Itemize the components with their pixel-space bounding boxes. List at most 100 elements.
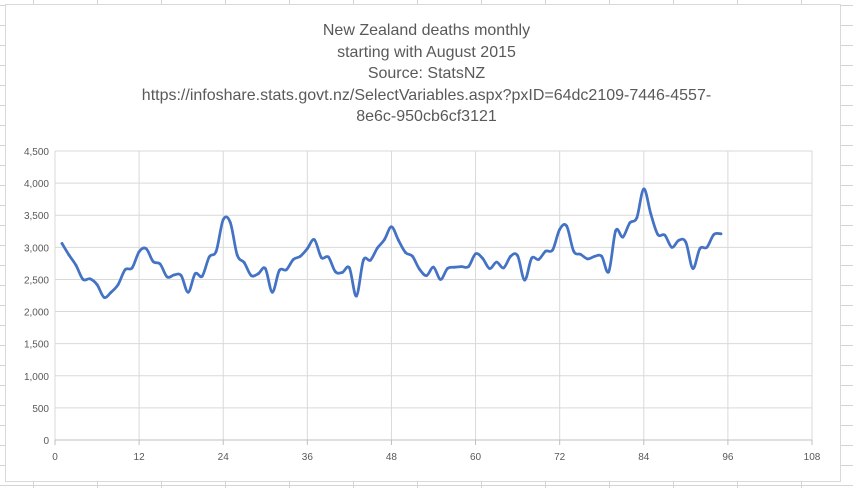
data-point (207, 255, 211, 259)
data-point (446, 267, 449, 270)
data-point (558, 228, 562, 231)
data-point (509, 254, 512, 258)
data-point (221, 218, 225, 222)
data-point (320, 256, 323, 259)
data-point (677, 238, 681, 242)
data-point (698, 247, 702, 251)
y-tick-label: 4,500 (24, 147, 49, 158)
x-tick-label: 24 (218, 452, 230, 463)
data-point (263, 267, 267, 270)
data-point (249, 274, 253, 277)
x-tick-label: 72 (554, 452, 566, 463)
data-point (123, 268, 127, 272)
data-point (291, 258, 295, 261)
x-tick-label: 96 (722, 452, 734, 463)
data-point (593, 254, 597, 258)
data-point (256, 272, 260, 276)
data-point (130, 266, 134, 270)
y-tick-label: 3,000 (24, 243, 49, 254)
data-point (474, 252, 477, 256)
data-point (355, 294, 358, 298)
data-point (439, 278, 442, 281)
data-point (432, 265, 435, 269)
data-point (516, 254, 519, 258)
y-tick-label: 4,000 (24, 179, 49, 190)
data-point (242, 261, 246, 265)
data-point (200, 274, 204, 278)
data-point (488, 267, 491, 270)
data-point (586, 257, 590, 261)
data-point (523, 278, 526, 282)
y-tick-label: 2,000 (24, 308, 49, 319)
data-point (277, 269, 281, 272)
data-point (684, 240, 688, 244)
data-point (544, 249, 547, 253)
chart-source-url-line-2: 8e6c-950cb6cf3121 (356, 108, 497, 125)
y-tick-label: 500 (32, 404, 49, 415)
data-point (495, 260, 498, 264)
data-point (60, 242, 64, 245)
data-point (270, 290, 274, 294)
data-point (663, 233, 667, 237)
chart-source-url-line: https://infoshare.stats.govt.nz/SelectVa… (141, 86, 712, 104)
chart-title-line: New Zealand deaths monthly (322, 22, 531, 39)
y-tick-label: 1,500 (24, 340, 49, 351)
data-point (481, 256, 484, 260)
data-point (235, 253, 239, 257)
data-point (341, 271, 344, 274)
data-point (404, 251, 407, 254)
data-point (579, 253, 583, 256)
data-point (298, 254, 302, 258)
data-point (390, 225, 393, 229)
data-point (537, 258, 540, 261)
chart-title: New Zealand deaths monthly starting with… (0, 20, 853, 128)
chart-area[interactable] (5, 4, 841, 482)
data-point (327, 255, 330, 259)
data-point (165, 275, 169, 279)
data-point (362, 258, 365, 262)
y-tick-label: 3,500 (24, 211, 49, 222)
data-point (144, 247, 148, 251)
data-point (228, 220, 232, 224)
data-point (565, 224, 569, 228)
data-point (214, 249, 218, 253)
data-point (418, 267, 421, 271)
x-tick-label: 12 (134, 452, 146, 463)
data-point (600, 254, 604, 258)
data-point (383, 238, 386, 242)
data-point (621, 235, 625, 239)
x-tick-label: 0 (52, 452, 58, 463)
data-point (151, 260, 155, 263)
data-point (656, 233, 660, 236)
data-point (369, 258, 372, 262)
x-tick-label: 84 (638, 452, 650, 463)
data-point (67, 253, 71, 257)
data-point (193, 272, 197, 276)
data-point (179, 274, 183, 277)
data-point (312, 238, 316, 242)
x-tick-label: 36 (302, 452, 314, 463)
x-tick-label: 60 (470, 452, 482, 463)
y-tick-label: 0 (43, 436, 49, 447)
data-point (712, 233, 716, 236)
data-point (628, 221, 632, 225)
data-point (642, 187, 646, 191)
data-point (530, 256, 533, 260)
data-point (172, 273, 176, 277)
y-tick-label: 1,000 (24, 372, 49, 383)
data-point (719, 232, 723, 236)
data-point (137, 250, 141, 254)
data-point (284, 268, 288, 272)
data-point (397, 238, 400, 242)
x-tick-label: 48 (386, 452, 398, 463)
data-point (691, 267, 695, 270)
data-point (334, 270, 337, 274)
data-point (467, 265, 470, 268)
data-point (376, 246, 379, 250)
data-point (425, 274, 428, 277)
data-point (305, 247, 309, 251)
data-point (460, 265, 463, 268)
x-tick-label: 108 (804, 452, 821, 463)
data-point (614, 229, 618, 233)
